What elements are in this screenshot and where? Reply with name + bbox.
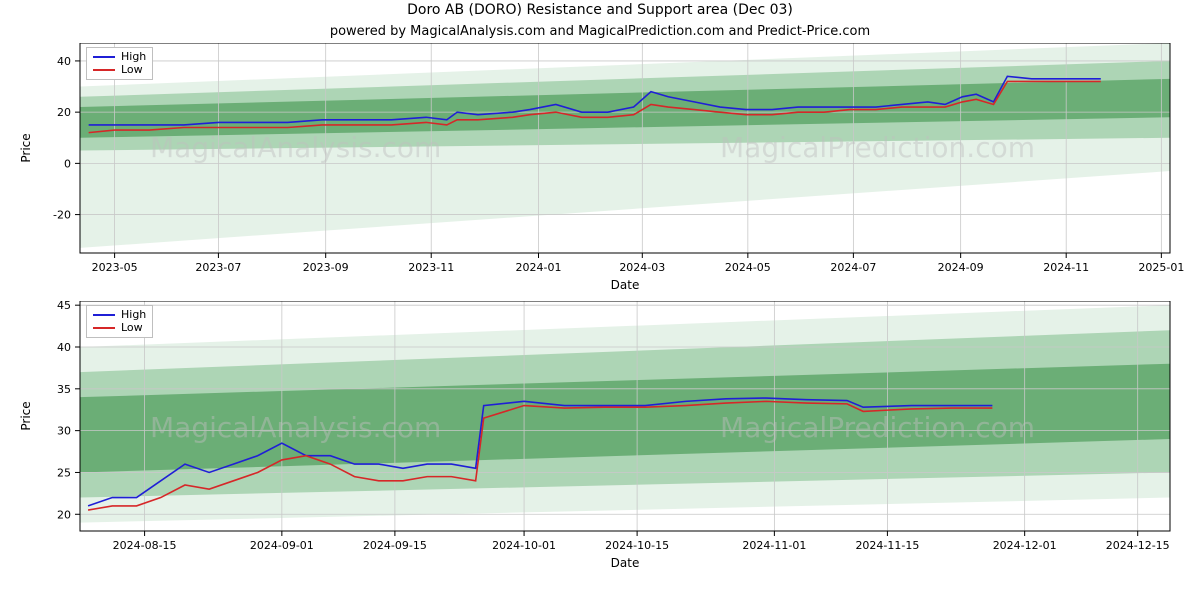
top-legend: High Low bbox=[86, 47, 153, 80]
top-chart-svg: -20 0 20 40 2023-05 2023-07 2023-09 2023-11 2024… bbox=[0, 43, 1200, 301]
svg-text:2024-07: 2024-07 bbox=[830, 261, 876, 274]
main-title: Doro AB (DORO) Resistance and Support ar… bbox=[0, 2, 1200, 18]
svg-text:2024-10-15: 2024-10-15 bbox=[605, 539, 669, 552]
svg-text:2024-10-01: 2024-10-01 bbox=[492, 539, 556, 552]
legend-label-low: Low bbox=[121, 321, 143, 334]
svg-text:40: 40 bbox=[57, 55, 71, 68]
svg-text:2024-01: 2024-01 bbox=[516, 261, 562, 274]
svg-text:2024-12-01: 2024-12-01 bbox=[993, 539, 1057, 552]
legend-row-low: Low bbox=[93, 63, 146, 76]
svg-text:2025-01: 2025-01 bbox=[1138, 261, 1184, 274]
svg-text:2024-09-15: 2024-09-15 bbox=[363, 539, 427, 552]
svg-text:2024-09-01: 2024-09-01 bbox=[250, 539, 314, 552]
legend-row-high: High bbox=[93, 50, 146, 63]
sub-title: powered by MagicalAnalysis.com and Magic… bbox=[0, 24, 1200, 39]
legend-swatch-high bbox=[93, 314, 115, 316]
svg-text:2024-12-15: 2024-12-15 bbox=[1106, 539, 1170, 552]
legend-label-high: High bbox=[121, 50, 146, 63]
top-chart: -20 0 20 40 2023-05 2023-07 2023-09 2023-11 2024… bbox=[0, 43, 1200, 301]
svg-text:2024-05: 2024-05 bbox=[725, 261, 771, 274]
svg-text:2023-09: 2023-09 bbox=[303, 261, 349, 274]
svg-text:35: 35 bbox=[57, 383, 71, 396]
svg-text:25: 25 bbox=[57, 466, 71, 479]
legend-label-high: High bbox=[121, 308, 146, 321]
legend-swatch-high bbox=[93, 56, 115, 58]
svg-text:2024-11-01: 2024-11-01 bbox=[742, 539, 806, 552]
svg-text:2024-08-15: 2024-08-15 bbox=[113, 539, 177, 552]
svg-text:Price: Price bbox=[19, 401, 33, 430]
svg-text:2023-11: 2023-11 bbox=[408, 261, 454, 274]
svg-text:Date: Date bbox=[611, 278, 640, 292]
svg-text:45: 45 bbox=[57, 301, 71, 312]
svg-text:-20: -20 bbox=[53, 209, 71, 222]
svg-text:Date: Date bbox=[611, 556, 640, 570]
svg-text:2023-05: 2023-05 bbox=[92, 261, 138, 274]
legend-swatch-low bbox=[93, 327, 115, 329]
svg-text:0: 0 bbox=[64, 157, 71, 170]
svg-text:Price: Price bbox=[19, 133, 33, 162]
legend-row-high: High bbox=[93, 308, 146, 321]
bottom-chart: 20 25 30 35 40 45 2024-08-15 2024-09-01 2024-09-… bbox=[0, 301, 1200, 591]
svg-text:20: 20 bbox=[57, 508, 71, 521]
bottom-legend: High Low bbox=[86, 305, 153, 338]
chart-titles: Doro AB (DORO) Resistance and Support ar… bbox=[0, 2, 1200, 39]
svg-text:20: 20 bbox=[57, 106, 71, 119]
svg-text:30: 30 bbox=[57, 425, 71, 438]
legend-swatch-low bbox=[93, 69, 115, 71]
legend-row-low: Low bbox=[93, 321, 146, 334]
legend-label-low: Low bbox=[121, 63, 143, 76]
svg-text:2023-07: 2023-07 bbox=[195, 261, 241, 274]
bottom-chart-svg: 20 25 30 35 40 45 2024-08-15 2024-09-01 2024-09-… bbox=[0, 301, 1200, 591]
svg-text:2024-03: 2024-03 bbox=[619, 261, 665, 274]
svg-text:2024-09: 2024-09 bbox=[938, 261, 984, 274]
svg-text:2024-11: 2024-11 bbox=[1043, 261, 1089, 274]
svg-text:2024-11-15: 2024-11-15 bbox=[855, 539, 919, 552]
svg-text:40: 40 bbox=[57, 341, 71, 354]
